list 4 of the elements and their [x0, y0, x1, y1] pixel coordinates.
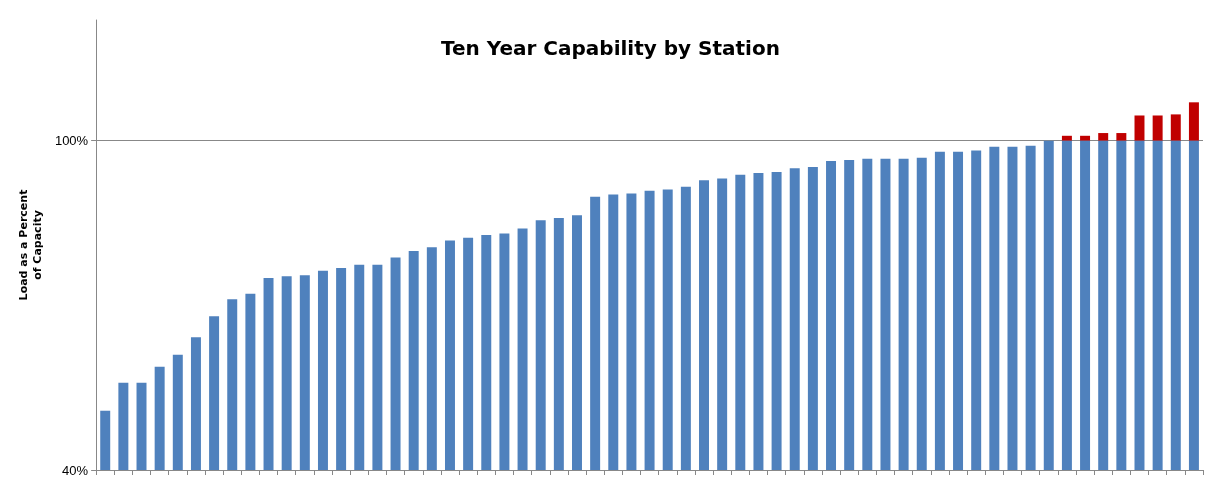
text: Ten Year Capability by Station — [441, 36, 780, 60]
y-axis-title: Load as a Percent of Capacity — [16, 189, 44, 301]
y-tick-label: 40% — [62, 462, 89, 478]
y-tick-label: 100% — [54, 133, 89, 149]
